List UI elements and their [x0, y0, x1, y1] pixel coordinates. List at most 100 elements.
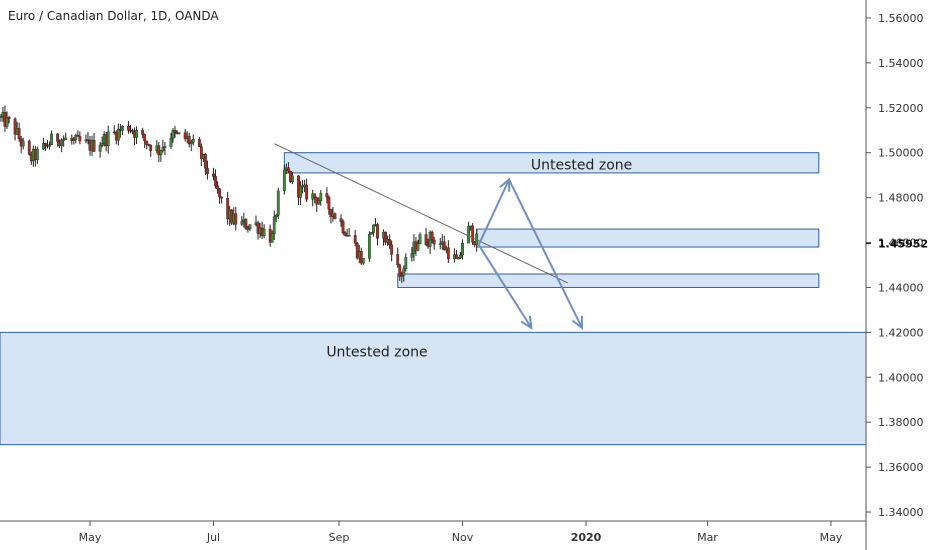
candle-down	[220, 196, 223, 199]
candle-up	[169, 138, 173, 147]
candle-up	[282, 169, 286, 192]
candle-down	[56, 133, 60, 142]
candle-down	[353, 235, 357, 244]
price-tick-label: 1.50000	[878, 147, 924, 160]
zone-rect[interactable]	[397, 273, 820, 288]
candle-up	[459, 254, 462, 259]
price-tick-label: 1.38000	[878, 416, 924, 429]
candle-up	[120, 126, 124, 131]
candle-up	[35, 148, 39, 160]
candle-up	[317, 200, 321, 205]
price-axis[interactable]: 1.34000 1.36000 1.38000 1.40000 1.42000 1.440…	[866, 12, 928, 519]
time-axis[interactable]: May Jul Sep Nov 2020 Mar May	[79, 521, 843, 544]
candle-up	[248, 224, 252, 229]
candle-down	[206, 167, 209, 175]
candle-down	[376, 224, 379, 239]
candle-up	[171, 130, 175, 139]
candle-up	[262, 228, 266, 236]
zone-label: Untested zone	[531, 158, 632, 174]
time-tick-label: Mar	[697, 531, 718, 544]
candle-down	[390, 244, 394, 255]
zone-rect[interactable]	[476, 228, 820, 248]
trendline[interactable]	[274, 143, 568, 284]
candle-down	[145, 140, 149, 145]
candle-down	[432, 239, 436, 245]
candle-down	[203, 154, 207, 169]
candle-down	[143, 134, 147, 142]
candle-up	[64, 137, 68, 140]
time-tick-label: Sep	[329, 531, 350, 544]
candle-down	[27, 140, 31, 155]
candle-down	[7, 117, 11, 120]
candle-down	[355, 242, 359, 259]
candle-up	[270, 233, 274, 243]
candle-up	[361, 258, 365, 264]
candle-down	[398, 264, 402, 277]
candle-down	[173, 130, 177, 133]
candle-up	[418, 234, 422, 244]
candle-up	[100, 143, 104, 146]
candle-up	[5, 117, 9, 127]
price-tick-label: 1.36000	[878, 461, 924, 474]
candle-up	[319, 193, 323, 201]
candle-up	[467, 225, 470, 244]
candle-up	[402, 268, 406, 276]
candle-down	[244, 219, 248, 230]
candle-down	[305, 184, 309, 200]
candle-up	[272, 216, 276, 234]
arrow-head	[499, 177, 511, 192]
candle-up	[461, 242, 464, 256]
candle-down	[131, 130, 134, 132]
candle-up	[191, 138, 195, 143]
candle-down	[127, 126, 130, 131]
candle-down	[141, 130, 145, 135]
zone-label: Untested zone	[326, 344, 427, 360]
candle-down	[76, 135, 80, 137]
candle-down	[218, 188, 221, 197]
drawing-layer	[274, 143, 583, 330]
candle-up	[177, 132, 181, 134]
time-tick-label: 2020	[571, 531, 602, 544]
candle-up	[299, 185, 302, 198]
zone-rect[interactable]	[283, 152, 820, 174]
candle-up	[163, 146, 167, 148]
projection-arrow[interactable]	[477, 244, 533, 329]
candle-down	[430, 231, 434, 241]
candle-up	[21, 140, 25, 147]
candle-down	[341, 221, 345, 233]
time-tick-label: Nov	[452, 531, 474, 544]
candle-down	[384, 231, 387, 243]
price-tick-label: 1.52000	[878, 102, 924, 115]
candle-up	[74, 135, 78, 140]
candle-up	[72, 139, 76, 141]
candle-down	[359, 251, 363, 264]
candle-down	[92, 140, 96, 152]
candle-up	[62, 139, 66, 141]
candle-down	[455, 254, 458, 259]
candle-down	[216, 185, 219, 189]
candle-up	[106, 131, 110, 147]
candle-down	[17, 128, 21, 140]
candle-up	[416, 243, 420, 251]
candle-up	[161, 147, 165, 151]
price-tick-label: 1.46000	[878, 237, 924, 250]
price-tick-label: 1.34000	[878, 506, 924, 519]
arrow-head	[571, 315, 583, 330]
zone-label-layer: Untested zone Untested zone	[326, 158, 632, 361]
candle-down	[329, 208, 333, 217]
candle-down	[396, 254, 400, 266]
candle-down	[199, 146, 203, 159]
time-tick-label: May	[820, 531, 843, 544]
candle-up	[404, 256, 408, 269]
candle-up	[372, 224, 375, 233]
price-tick-label: 1.48000	[878, 192, 924, 205]
candle-down	[325, 193, 329, 198]
candle-down	[446, 247, 450, 260]
candle-down	[187, 135, 191, 145]
candle-up	[438, 243, 442, 246]
zone-rect[interactable]	[0, 331, 867, 446]
candles-layer	[0, 105, 479, 283]
candle-up	[367, 234, 371, 259]
candle-up	[276, 190, 280, 216]
